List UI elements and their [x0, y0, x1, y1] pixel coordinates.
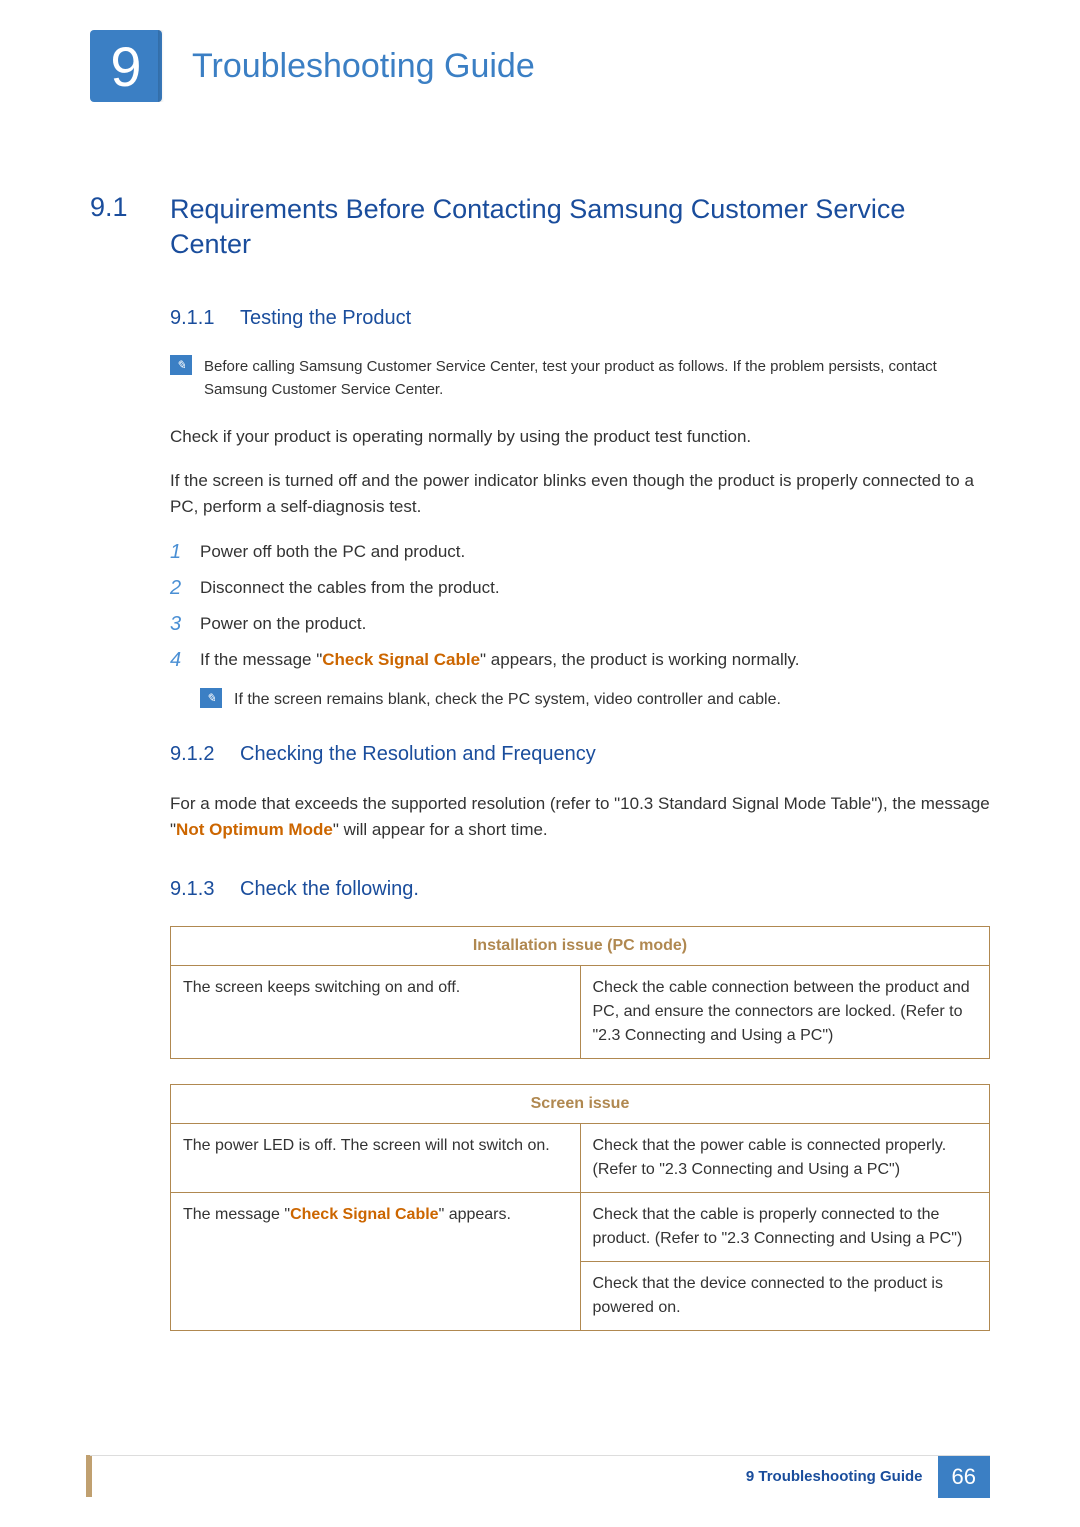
- step4-suffix: " appears, the product is working normal…: [480, 650, 799, 669]
- item-text: Power on the product.: [200, 611, 366, 637]
- highlight-text: Check Signal Cable: [322, 650, 480, 669]
- chapter-title: Troubleshooting Guide: [192, 47, 535, 86]
- subsection-heading-3: 9.1.3 Check the following.: [170, 878, 990, 901]
- item-number: 3: [170, 611, 200, 637]
- section-title: Requirements Before Contacting Samsung C…: [170, 192, 990, 262]
- note-icon: ✎: [170, 355, 192, 375]
- chapter-header: 9 Troubleshooting Guide: [90, 30, 990, 102]
- table-row: The power LED is off. The screen will no…: [171, 1124, 990, 1193]
- subsection-number: 9.1.2: [170, 743, 240, 766]
- sub-note-text: If the screen remains blank, check the P…: [234, 688, 781, 713]
- footer-section-label: 9 Troubleshooting Guide: [746, 1468, 923, 1485]
- installation-issue-table: Installation issue (PC mode) The screen …: [170, 926, 990, 1059]
- table-cell: Check that the cable is properly connect…: [580, 1193, 990, 1262]
- subsection-heading-1: 9.1.1 Testing the Product: [170, 307, 990, 330]
- step4-prefix: If the message ": [200, 650, 322, 669]
- item-number: 2: [170, 575, 200, 601]
- list-item: 1 Power off both the PC and product.: [170, 539, 990, 565]
- page-number-badge: 66: [938, 1456, 990, 1498]
- note-block: ✎ Before calling Samsung Customer Servic…: [170, 355, 990, 402]
- subsection-heading-2: 9.1.2 Checking the Resolution and Freque…: [170, 743, 990, 766]
- subsection-title: Checking the Resolution and Frequency: [240, 743, 596, 766]
- highlight-text: Check Signal Cable: [290, 1206, 439, 1223]
- cell-prefix: The message ": [183, 1206, 290, 1223]
- table-header: Screen issue: [171, 1085, 990, 1124]
- para-suffix: " will appear for a short time.: [333, 820, 548, 839]
- sub-note-block: ✎ If the screen remains blank, check the…: [200, 688, 990, 713]
- body-paragraph: If the screen is turned off and the powe…: [170, 468, 990, 521]
- table-cell: The message "Check Signal Cable" appears…: [171, 1193, 581, 1331]
- item-text: If the message "Check Signal Cable" appe…: [200, 647, 799, 673]
- screen-issue-table: Screen issue The power LED is off. The s…: [170, 1084, 990, 1331]
- subsection-number: 9.1.1: [170, 307, 240, 330]
- table-row: The message "Check Signal Cable" appears…: [171, 1193, 990, 1262]
- table-header: Installation issue (PC mode): [171, 927, 990, 966]
- highlight-text: Not Optimum Mode: [176, 820, 333, 839]
- table-cell: The power LED is off. The screen will no…: [171, 1124, 581, 1193]
- chapter-number-badge: 9: [90, 30, 162, 102]
- subsection-number: 9.1.3: [170, 878, 240, 901]
- subsection-title: Testing the Product: [240, 307, 411, 330]
- item-text: Disconnect the cables from the product.: [200, 575, 500, 601]
- section-heading: 9.1 Requirements Before Contacting Samsu…: [90, 192, 990, 262]
- note-icon: ✎: [200, 688, 222, 708]
- table-row: The screen keeps switching on and off. C…: [171, 966, 990, 1059]
- item-number: 1: [170, 539, 200, 565]
- cell-suffix: " appears.: [439, 1206, 511, 1223]
- table-cell: The screen keeps switching on and off.: [171, 966, 581, 1059]
- table-cell: Check that the power cable is connected …: [580, 1124, 990, 1193]
- table-cell: Check the cable connection between the p…: [580, 966, 990, 1059]
- list-item: 4 If the message "Check Signal Cable" ap…: [170, 647, 990, 673]
- item-number: 4: [170, 647, 200, 673]
- note-text: Before calling Samsung Customer Service …: [204, 355, 990, 402]
- subsection-title: Check the following.: [240, 878, 419, 901]
- list-item: 3 Power on the product.: [170, 611, 990, 637]
- table-cell: Check that the device connected to the p…: [580, 1262, 990, 1331]
- numbered-list: 1 Power off both the PC and product. 2 D…: [170, 539, 990, 673]
- section-number: 9.1: [90, 192, 170, 223]
- body-paragraph: Check if your product is operating norma…: [170, 424, 990, 450]
- body-paragraph: For a mode that exceeds the supported re…: [170, 791, 990, 844]
- footer-bar: 9 Troubleshooting Guide 66: [90, 1455, 990, 1497]
- list-item: 2 Disconnect the cables from the product…: [170, 575, 990, 601]
- item-text: Power off both the PC and product.: [200, 539, 465, 565]
